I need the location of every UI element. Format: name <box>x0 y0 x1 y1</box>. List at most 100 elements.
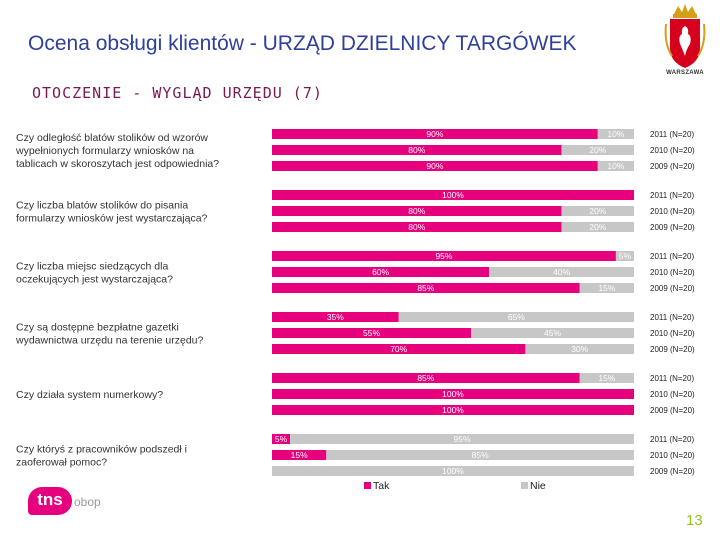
bar-nie-value-label: 85% <box>472 450 489 460</box>
bar-tak <box>272 405 634 415</box>
bar-nie <box>597 129 634 139</box>
bar-nie <box>597 161 634 171</box>
bar-tak-value-label: 55% <box>363 328 380 338</box>
bar-tak <box>272 450 327 460</box>
bar-tak <box>272 434 291 444</box>
bar-nie-value-label: 20% <box>589 222 606 232</box>
bar-nie <box>525 344 634 354</box>
year-label: 2010 (N=20) <box>650 329 695 338</box>
page-number: 13 <box>686 512 703 529</box>
bar-nie <box>290 434 634 444</box>
year-label: 2011 (N=20) <box>650 313 694 322</box>
bar-tak <box>272 251 616 261</box>
bar-nie <box>615 251 634 261</box>
year-label: 2011 (N=20) <box>650 191 694 200</box>
bar-nie <box>561 206 634 216</box>
bar-nie-value-label: 5% <box>619 251 632 261</box>
bar-tak <box>272 190 634 200</box>
bar-nie <box>326 450 634 460</box>
bar-tak-value-label: 5% <box>275 434 288 444</box>
year-label: 2011 (N=20) <box>650 374 694 383</box>
year-label: 2011 (N=20) <box>650 435 694 444</box>
bar-tak-value-label: 70% <box>390 344 407 354</box>
year-label: 2010 (N=20) <box>650 390 695 399</box>
bar-tak-value-label: 80% <box>408 222 425 232</box>
bar-tak-value-label: 100% <box>442 405 464 415</box>
question-label: Czy działa system numerkowy? <box>16 389 163 401</box>
legend-swatch-tak <box>364 482 371 489</box>
bar-tak-value-label: 60% <box>372 267 389 277</box>
page-subtitle: OTOCZENIE - WYGLĄD URZĘDU (7) <box>32 84 323 102</box>
tns-logo-sub: obop <box>74 495 101 509</box>
bar-nie <box>579 373 634 383</box>
question-label: Czy liczba blatów stolików do pisania for… <box>16 200 208 225</box>
warszawa-coat-of-arms-icon <box>664 4 706 68</box>
bar-tak-value-label: 80% <box>408 145 425 155</box>
bar-tak-value-label: 100% <box>442 389 464 399</box>
year-label: 2010 (N=20) <box>650 451 695 460</box>
bar-tak-value-label: 80% <box>408 206 425 216</box>
question-label: Czy któryś z pracowników podszedł i zaofe… <box>16 444 187 469</box>
bar-nie-value-label: 20% <box>589 145 606 155</box>
bar-nie <box>398 312 634 322</box>
year-label: 2011 (N=20) <box>650 130 694 139</box>
year-label: 2009 (N=20) <box>650 284 695 293</box>
bar-nie <box>489 267 634 277</box>
logo-text: WARSZAWA <box>666 70 704 76</box>
bar-nie-value-label: 40% <box>553 267 570 277</box>
bar-tak-value-label: 95% <box>435 251 452 261</box>
bar-nie-value-label: 10% <box>607 161 624 171</box>
bar-nie <box>579 283 634 293</box>
bar-tak <box>272 344 526 354</box>
bar-tak-value-label: 35% <box>327 312 344 322</box>
bar-tak-value-label: 90% <box>426 161 443 171</box>
page-title: Ocena obsługi klientów - URZĄD DZIELNICY… <box>28 32 577 55</box>
bar-tak <box>272 283 580 293</box>
bar-nie <box>561 145 634 155</box>
year-label: 2009 (N=20) <box>650 162 695 171</box>
bar-nie-value-label: 15% <box>598 283 615 293</box>
bar-tak <box>272 373 580 383</box>
year-label: 2011 (N=20) <box>650 252 694 261</box>
bar-tak <box>272 145 562 155</box>
bar-tak <box>272 389 634 399</box>
legend-label-nie: Nie <box>530 480 546 492</box>
bar-nie-value-label: 100% <box>442 466 464 476</box>
bar-tak-value-label: 85% <box>417 283 434 293</box>
bar-nie-value-label: 65% <box>508 312 525 322</box>
legend-label-tak: Tak <box>373 480 390 492</box>
bar-tak <box>272 161 598 171</box>
year-label: 2009 (N=20) <box>650 467 695 476</box>
bar-tak-value-label: 90% <box>426 129 443 139</box>
bar-tak-value-label: 15% <box>291 450 308 460</box>
question-label: Czy odległość blatów stolików od wzorów w… <box>15 132 219 170</box>
bar-nie-value-label: 20% <box>589 206 606 216</box>
bar-nie-value-label: 10% <box>607 129 624 139</box>
bar-nie <box>471 328 634 338</box>
bar-tak <box>272 328 472 338</box>
bar-tak-value-label: 100% <box>442 190 464 200</box>
year-label: 2010 (N=20) <box>650 268 695 277</box>
bar-tak <box>272 129 598 139</box>
bar-tak <box>272 222 562 232</box>
year-label: 2009 (N=20) <box>650 406 695 415</box>
bar-nie <box>272 466 634 476</box>
year-label: 2010 (N=20) <box>650 146 695 155</box>
year-label: 2010 (N=20) <box>650 207 695 216</box>
bar-nie-value-label: 15% <box>598 373 615 383</box>
bar-nie-value-label: 45% <box>544 328 561 338</box>
bar-tak <box>272 206 562 216</box>
legend-swatch-nie <box>521 482 528 489</box>
question-label: Czy liczba miejsc siedzących dla oczekują… <box>16 261 173 286</box>
bar-nie-value-label: 95% <box>454 434 471 444</box>
year-label: 2009 (N=20) <box>650 223 695 232</box>
tns-logo: tns <box>28 487 72 515</box>
bar-tak <box>272 267 490 277</box>
bar-tak <box>272 312 399 322</box>
question-label: Czy są dostępne bezpłatne gazetki wydawni… <box>15 322 204 347</box>
bar-tak-value-label: 85% <box>417 373 434 383</box>
year-label: 2009 (N=20) <box>650 345 695 354</box>
bar-nie <box>561 222 634 232</box>
bar-nie-value-label: 30% <box>571 344 588 354</box>
